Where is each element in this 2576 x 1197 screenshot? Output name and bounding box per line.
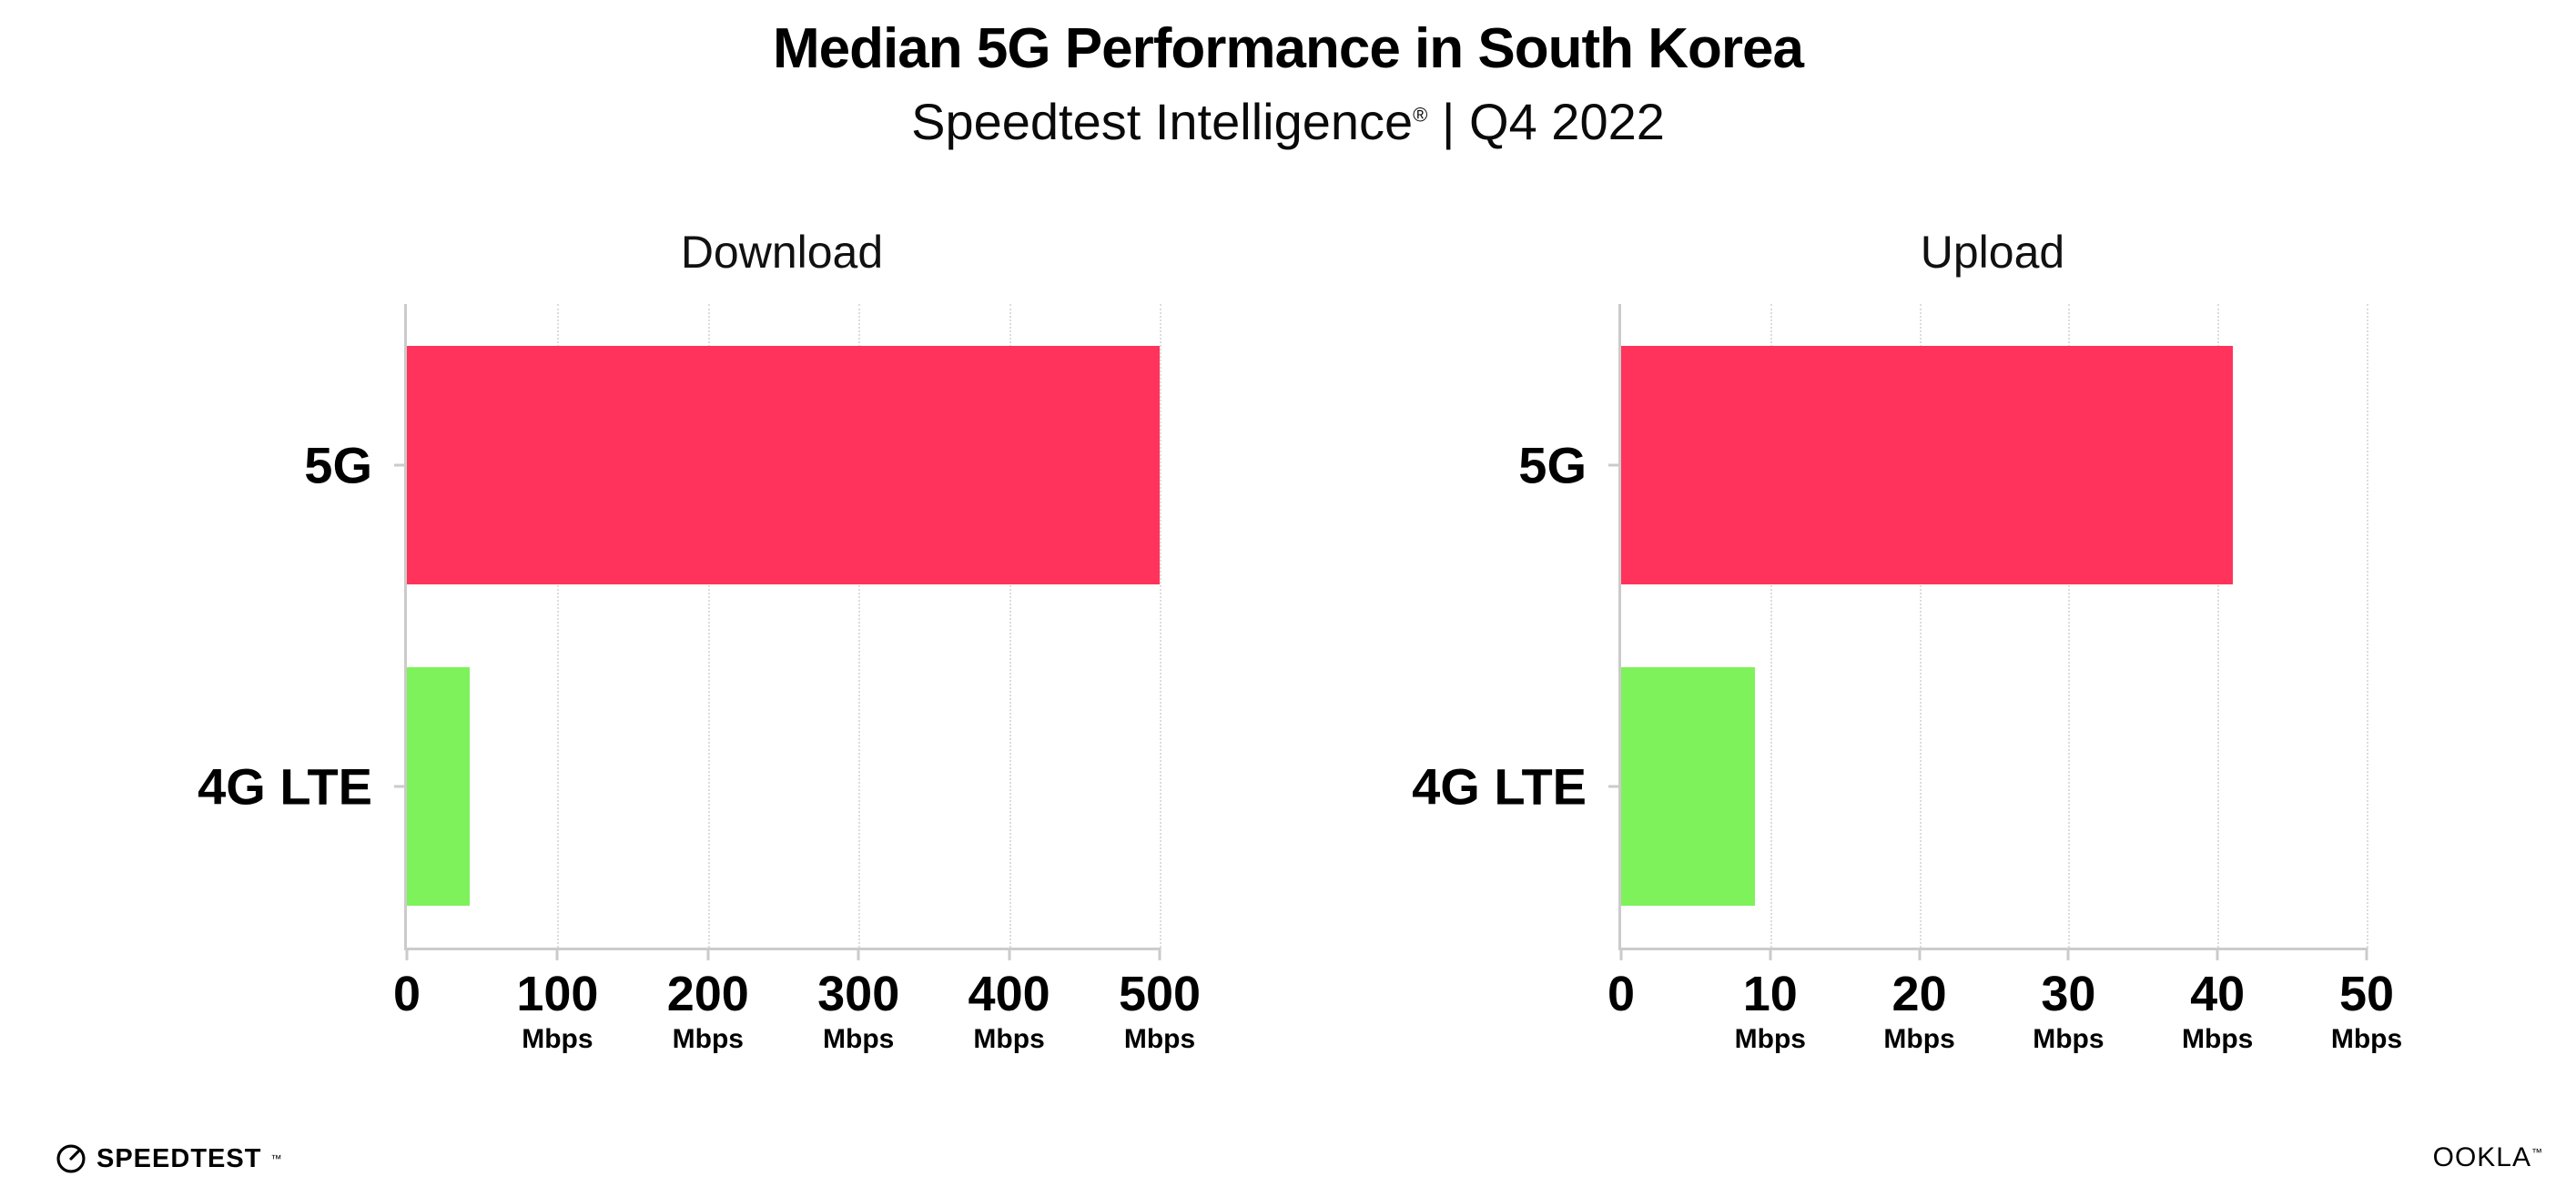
subplot-title: Upload [1920,227,2065,278]
x-tick-unit: Mbps [973,1024,1045,1054]
x-tick-unit: Mbps [672,1024,744,1054]
gridline [1009,304,1011,948]
x-tick-unit: Mbps [823,1024,895,1054]
subtitle-period: | Q4 2022 [1427,93,1665,150]
gridline [707,304,710,948]
bar-4g-lte [407,667,471,907]
x-tick-value: 40 [2190,967,2246,1021]
x-tick-label: 500 Mbps [1119,969,1201,1054]
gridline [2367,304,2368,948]
gridline [2217,304,2220,948]
plot-area: 0 100 Mbps 200 Mbps 300 Mbps 400 Mbps 500 Mbps 5G 4G… [198,304,1201,1054]
x-tick-label: 0 [393,969,421,1019]
category-label-5g: 5G [1518,436,1587,494]
y-tick-mark [394,463,407,467]
x-tick-unit: Mbps [2033,1024,2104,1054]
gridline [2068,304,2071,948]
chart-header: Median 5G Performance in South Korea Spe… [0,16,2576,151]
ookla-logo: OOKLA™ [2433,1142,2543,1173]
x-tick-value: 500 [1118,967,1202,1021]
x-tick-label: 50 Mbps [2331,969,2402,1054]
upload-chart: Upload 0 10 Mbps 20 Mbps 30 Mbps 40 Mbps 50 Mbps 5G 4… [1412,227,2402,1054]
x-tick-label: 40 Mbps [2182,969,2253,1054]
y-tick-mark [1608,785,1621,788]
x-tick-unit: Mbps [522,1024,593,1054]
x-tick-mark [1918,948,1922,960]
x-tick-label: 300 Mbps [817,969,899,1054]
page-title: Median 5G Performance in South Korea [773,17,1804,80]
gridline [557,304,560,948]
ookla-trademark: ™ [2531,1146,2543,1159]
x-tick-label: 400 Mbps [969,969,1050,1054]
gridline [858,304,861,948]
x-tick-mark [1769,948,1772,960]
x-tick-value: 200 [666,967,749,1021]
x-tick-label: 30 Mbps [2033,969,2104,1054]
x-tick-mark [857,948,860,960]
x-tick-mark [1158,948,1161,960]
bar-5g [407,345,1160,584]
subplot-title: Download [680,227,884,278]
x-tick-label: 10 Mbps [1735,969,1806,1054]
x-tick-mark [2365,948,2368,960]
x-tick-mark [405,948,409,960]
x-tick-label: 200 Mbps [667,969,749,1054]
x-tick-value: 0 [392,967,421,1021]
x-tick-unit: Mbps [1883,1024,1955,1054]
category-label-4g-lte: 4G LTE [198,757,372,816]
page-subtitle: Speedtest Intelligence® | Q4 2022 [0,92,2576,151]
x-tick-value: 50 [2338,967,2395,1021]
subtitle-brand: Speedtest Intelligence [911,93,1414,150]
x-tick-unit: Mbps [2182,1024,2254,1054]
download-chart: Download 0 100 Mbps 200 Mbps 300 Mbps 400 Mbps 500… [198,227,1201,1054]
x-tick-mark [706,948,710,960]
x-tick-label: 100 Mbps [516,969,598,1054]
gridline [1160,304,1161,948]
speedtest-gauge-icon [55,1142,87,1175]
x-tick-mark [1008,948,1011,960]
page-footer: SPEEDTEST ™ OOKLA™ [0,1135,2576,1175]
y-tick-mark [394,785,407,788]
gridline [1770,304,1772,948]
x-tick-mark [2066,948,2070,960]
x-tick-label: 0 [1607,969,1635,1019]
category-label-5g: 5G [304,436,372,494]
bar-5g [1621,345,2233,584]
x-tick-unit: Mbps [1123,1024,1196,1054]
plot-area: 0 10 Mbps 20 Mbps 30 Mbps 40 Mbps 50 Mbps 5G 4G LTE [1412,304,2402,1054]
x-tick-unit: Mbps [1734,1024,1806,1054]
x-tick-value: 100 [516,967,599,1021]
speedtest-trademark: ™ [270,1152,282,1165]
x-tick-value: 20 [1891,967,1947,1021]
gridline [1919,304,1922,948]
category-label-4g-lte: 4G LTE [1412,757,1587,816]
x-tick-value: 0 [1607,967,1636,1021]
registered-mark: ® [1413,103,1428,127]
x-tick-mark [555,948,559,960]
speedtest-wordmark: SPEEDTEST [96,1143,262,1173]
y-tick-mark [1608,463,1621,467]
bar-4g-lte [1621,667,1756,907]
x-tick-label: 20 Mbps [1883,969,1954,1054]
x-tick-mark [2216,948,2219,960]
x-tick-value: 400 [968,967,1050,1021]
x-tick-value: 30 [2041,967,2096,1021]
x-tick-unit: Mbps [2330,1024,2403,1054]
speedtest-logo: SPEEDTEST ™ [55,1142,281,1175]
x-tick-value: 300 [817,967,900,1021]
ookla-wordmark: OOKLA [2432,1142,2531,1172]
x-tick-mark [1619,948,1623,960]
x-tick-value: 10 [1742,967,1798,1021]
